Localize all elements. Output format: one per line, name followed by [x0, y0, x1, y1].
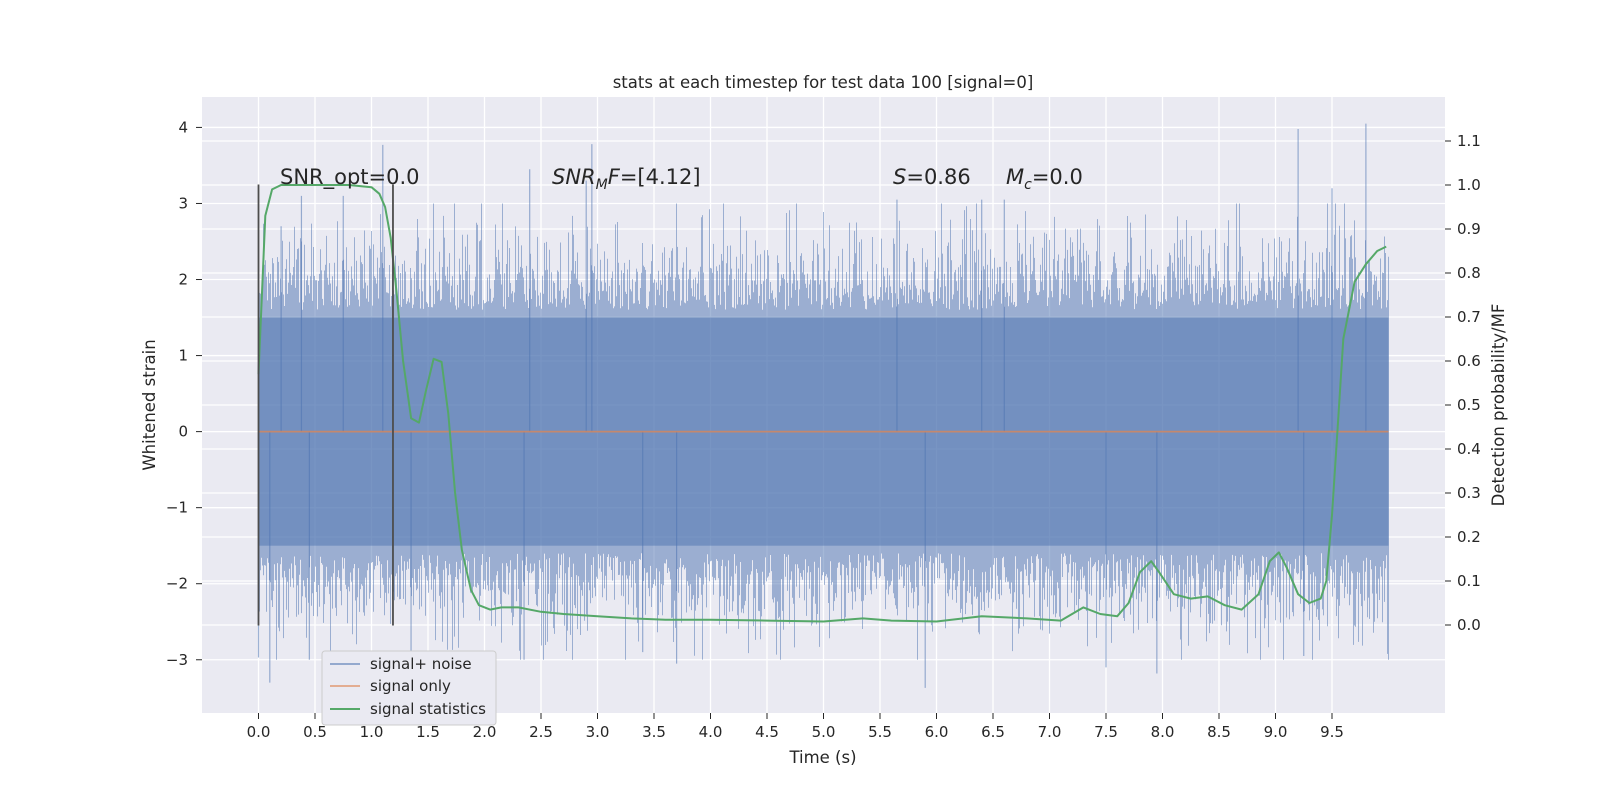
legend: signal+ noise signal only signal statist… [322, 651, 496, 725]
y-left-tick-label: 2 [178, 271, 188, 289]
y-left-tick-label: 4 [178, 118, 188, 136]
y-right-tick-label: 1.0 [1457, 176, 1481, 194]
annotation-snr-opt: SNR_opt=0.0 [280, 165, 420, 190]
x-tick-label: 3.0 [586, 723, 610, 741]
x-tick-label: 4.0 [699, 723, 723, 741]
chart-title: stats at each timestep for test data 100… [613, 73, 1034, 92]
legend-label-signal-statistics: signal statistics [370, 700, 486, 718]
x-tick-label: 0.0 [247, 723, 271, 741]
annotation-mc: Mc=0.0 [1006, 165, 1083, 193]
x-tick-label: 9.5 [1320, 723, 1344, 741]
y-right-tick-label: 0.1 [1457, 572, 1481, 590]
annotation-s-stat: S=0.86 [893, 165, 971, 189]
y-left-tick-label: 1 [178, 347, 188, 365]
y-right-tick-label: 0.4 [1457, 440, 1481, 458]
annotation-snr-mf: SNRMF=[4.12] [552, 165, 701, 193]
y-axis-label-right: Detection probability/MF [1489, 304, 1508, 507]
x-tick-label: 4.5 [755, 723, 779, 741]
x-tick-label: 6.5 [981, 723, 1005, 741]
y-left-tick-label: 0 [178, 423, 188, 441]
x-tick-label: 7.5 [1094, 723, 1118, 741]
y-right-tick-label: 0.8 [1457, 264, 1481, 282]
x-tick-label: 5.0 [812, 723, 836, 741]
y-left-tick-label: −3 [166, 651, 188, 669]
y-right-tick-label: 1.1 [1457, 132, 1481, 150]
x-tick-label: 8.5 [1207, 723, 1231, 741]
y-right-tick-label: 0.0 [1457, 616, 1481, 634]
y-left-tick-label: −1 [166, 499, 188, 517]
x-tick-label: 8.0 [1151, 723, 1175, 741]
x-tick-label: 2.0 [473, 723, 497, 741]
y-left-tick-label: −2 [166, 575, 188, 593]
x-tick-label: 3.5 [642, 723, 666, 741]
y-right-tick-label: 0.9 [1457, 220, 1481, 238]
y-left-tick-label: 3 [178, 194, 188, 212]
x-tick-label: 1.0 [360, 723, 384, 741]
x-tick-label: 5.5 [868, 723, 892, 741]
y-right-tick-label: 0.6 [1457, 352, 1481, 370]
y-right-tick-label: 0.3 [1457, 484, 1481, 502]
x-tick-label: 9.0 [1264, 723, 1288, 741]
x-tick-label: 7.0 [1038, 723, 1062, 741]
x-tick-label: 1.5 [416, 723, 440, 741]
x-tick-label: 0.5 [303, 723, 327, 741]
x-tick-label: 2.5 [529, 723, 553, 741]
y-right-tick-label: 0.2 [1457, 528, 1481, 546]
x-axis-label: Time (s) [788, 748, 856, 767]
y-right-tick-label: 0.7 [1457, 308, 1481, 326]
y-right-tick-label: 0.5 [1457, 396, 1481, 414]
legend-label-signal-noise: signal+ noise [370, 655, 472, 673]
y-axis-label-left: Whitened strain [140, 339, 159, 470]
x-tick-label: 6.0 [925, 723, 949, 741]
legend-label-signal-only: signal only [370, 677, 451, 695]
